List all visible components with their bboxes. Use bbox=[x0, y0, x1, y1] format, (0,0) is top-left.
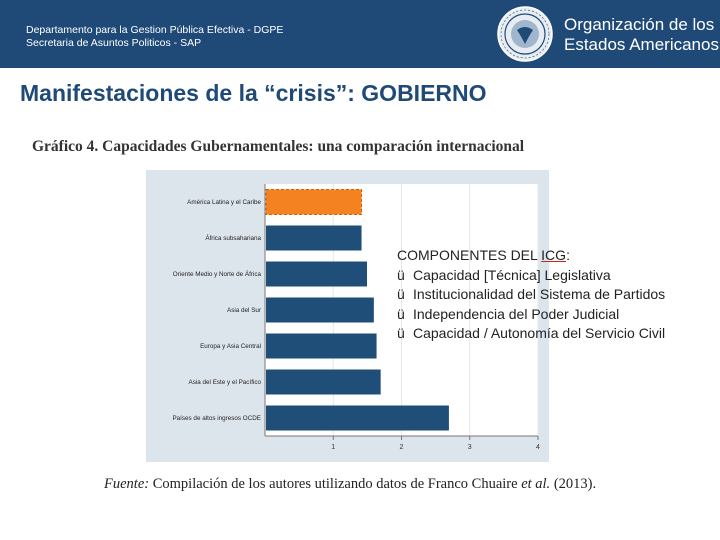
component-label: Institucionalidad del Sistema de Partido… bbox=[413, 286, 666, 302]
category-label: África subsahariana bbox=[205, 233, 261, 242]
components-title-prefix: COMPONENTES DEL bbox=[397, 247, 542, 263]
component-label: Capacidad / Autonomía del Servicio Civil bbox=[413, 325, 666, 341]
bar bbox=[266, 225, 362, 251]
icg-components: COMPONENTES DEL ICG: ü Capacidad [Técnica… bbox=[397, 246, 665, 344]
checkmark-icon: ü bbox=[397, 305, 405, 322]
category-label: Oriente Medio y Norte de África bbox=[173, 269, 262, 278]
source-year: (2013). bbox=[550, 476, 597, 492]
component-item: ü Capacidad / Autonomía del Servicio Civi… bbox=[397, 324, 665, 344]
components-title-suffix: : bbox=[566, 247, 570, 263]
chart-panel: América Latina y el Caribe África subsaha… bbox=[146, 170, 549, 462]
header-bar: Departamento para la Gestion Pública Efe… bbox=[0, 0, 720, 68]
component-item: ü Independencia del Poder Judicial bbox=[397, 305, 665, 325]
category-label: América Latina y el Caribe bbox=[187, 199, 261, 206]
bar bbox=[266, 297, 374, 323]
department-name: Departamento para la Gestion Pública Efe… bbox=[26, 24, 284, 36]
bar bbox=[266, 369, 381, 395]
x-tick-label: 1 bbox=[331, 444, 335, 451]
checkmark-icon: ü bbox=[397, 286, 405, 302]
category-label: Asia del Este y el Pacífico bbox=[189, 379, 262, 386]
bar bbox=[266, 405, 449, 431]
components-title: COMPONENTES DEL ICG: bbox=[397, 246, 665, 266]
bar-chart: América Latina y el Caribe África subsaha… bbox=[172, 184, 540, 451]
slide-title: Manifestaciones de la “crisis”: GOBIERNO bbox=[20, 80, 487, 106]
source-note: Fuente: Compilación de los autores utili… bbox=[104, 476, 596, 493]
x-tick-label: 2 bbox=[400, 444, 404, 451]
source-etal: et al. bbox=[521, 476, 551, 492]
organization-name: Organización de los Estados Americanos bbox=[564, 15, 719, 55]
category-label: Asia del Sur bbox=[227, 307, 261, 314]
category-label: Europa y Asia Central bbox=[200, 343, 261, 350]
checkmark-icon: ü bbox=[397, 266, 405, 283]
chart-heading: Gráfico 4. Capacidades Gubernamentales: … bbox=[32, 138, 525, 155]
component-item: ü Capacidad [Técnica] Legislativa bbox=[397, 266, 665, 286]
oas-seal-icon bbox=[497, 6, 553, 62]
component-item: ü Institucionalidad del Sistema de Partid… bbox=[397, 285, 665, 305]
bar bbox=[265, 189, 363, 215]
x-tick-label: 4 bbox=[536, 444, 540, 451]
component-label: Independencia del Poder Judicial bbox=[413, 305, 620, 322]
x-tick-label: 3 bbox=[468, 444, 472, 451]
icg-abbreviation: ICG bbox=[541, 247, 567, 263]
bar bbox=[266, 261, 368, 287]
department-block: Departamento para la Gestion Pública Efe… bbox=[26, 24, 283, 50]
source-label: Fuente: bbox=[104, 476, 150, 492]
bar bbox=[266, 333, 377, 359]
org-name-line2: Estados Americanos bbox=[564, 35, 719, 54]
org-name-line1: Organización de los bbox=[564, 15, 715, 34]
checkmark-icon: ü bbox=[397, 325, 405, 341]
secretariat-name: Secretaria de Asuntos Politicos - SAP bbox=[26, 37, 202, 49]
source-text: Compilación de los autores utilizando da… bbox=[149, 476, 522, 492]
component-label: Capacidad [Técnica] Legislativa bbox=[413, 266, 611, 283]
category-label: Países de altos ingresos OCDE bbox=[172, 415, 261, 422]
